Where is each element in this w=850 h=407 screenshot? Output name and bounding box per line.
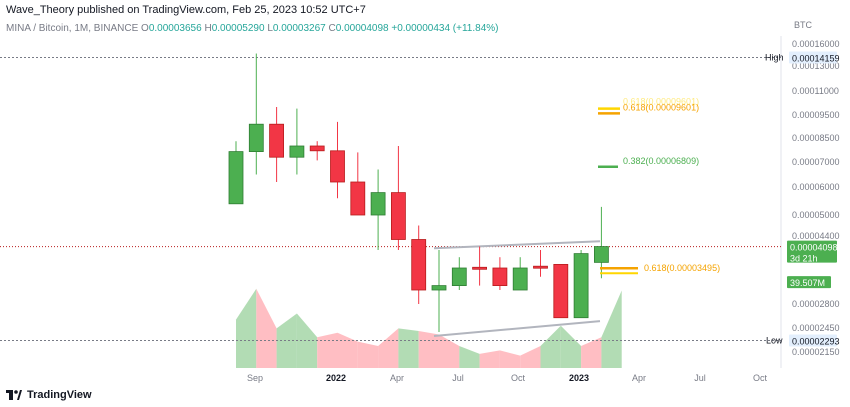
x-tick-label: Jul — [452, 373, 464, 383]
y-tick-label: 0.00007000 — [792, 157, 840, 167]
low-value: 0.00003267 — [272, 23, 326, 34]
y-tick-label: 0.00002800 — [792, 299, 840, 309]
volume-area — [236, 288, 257, 368]
candle[interactable] — [411, 239, 427, 291]
volume-tag-text: 39.507M — [790, 278, 825, 288]
candle[interactable] — [451, 267, 467, 287]
candle[interactable] — [309, 145, 325, 152]
candle[interactable] — [472, 266, 488, 270]
y-tick-label: 0.00008500 — [792, 133, 840, 143]
symbol-name: MINA / Bitcoin, 1M, BINANCE — [6, 23, 139, 34]
x-tick-label: Oct — [511, 373, 526, 383]
candle[interactable] — [370, 192, 386, 216]
x-tick-label: Oct — [753, 373, 768, 383]
candle[interactable] — [269, 123, 285, 158]
y-tick-label: 0.00002450 — [792, 323, 840, 333]
volume-area — [439, 334, 460, 368]
volume-area — [378, 328, 399, 368]
y-tick-label: 0.00016000 — [792, 39, 840, 49]
symbol-legend[interactable]: MINA / Bitcoin, 1M, BINANCE O0.00003656 … — [6, 23, 498, 34]
x-tick-label: 2023 — [569, 373, 589, 383]
brand-label: TradingView — [27, 389, 92, 401]
volume-area — [479, 350, 500, 368]
last-price-tag-text: 3d 21h — [790, 254, 818, 264]
change-value: +0.00000434 (+11.84%) — [391, 23, 499, 34]
candle[interactable] — [533, 265, 548, 269]
volume-area — [540, 325, 561, 368]
fib-level-label: 0.382(0.00006809) — [623, 156, 699, 166]
lower-trendline — [433, 320, 601, 337]
open-label: O — [141, 23, 149, 34]
high-value: 0.00005290 — [211, 23, 265, 34]
candle[interactable] — [594, 246, 609, 263]
volume-area — [459, 346, 480, 368]
y-tick-label: 0.00004400 — [792, 231, 840, 241]
volume-tag[interactable] — [787, 276, 831, 289]
open-value: 0.00003656 — [148, 23, 202, 34]
volume-area — [276, 313, 297, 368]
volume-area — [256, 288, 277, 368]
candle[interactable] — [431, 285, 447, 291]
close-value: 0.00004098 — [335, 23, 389, 34]
volume-area — [357, 341, 379, 368]
volume-area — [560, 325, 582, 368]
candle[interactable] — [553, 263, 569, 319]
close-label: C — [328, 23, 336, 34]
candle[interactable] — [573, 253, 589, 319]
fib-level-label: 0.618(0.00009601) — [623, 102, 699, 112]
volume-area — [499, 350, 521, 368]
tradingview-logo-icon — [6, 390, 22, 400]
volume-area — [317, 332, 338, 368]
x-tick-label: Apr — [632, 373, 646, 383]
y-tick-label: 0.00013000 — [792, 61, 840, 71]
high-price-tag-text: 0.00014159 — [792, 54, 840, 64]
fib-level-label-ghost: 0.618(0.00009601) — [623, 96, 699, 106]
high-price-tag[interactable] — [789, 51, 837, 64]
high-tag-label: High — [765, 53, 784, 63]
volume-area — [337, 332, 358, 368]
x-tick-label: Sep — [247, 373, 263, 383]
y-tick-label: 0.00011000 — [792, 86, 839, 96]
candle[interactable] — [330, 150, 345, 183]
volume-area — [520, 346, 541, 368]
candle[interactable] — [248, 123, 264, 152]
candle[interactable] — [228, 151, 244, 205]
tradingview-brand[interactable]: TradingView — [6, 389, 92, 401]
last-price-tag-text: 0.00004098 — [790, 243, 838, 253]
fib-level-label: 0.618(0.00003495) — [644, 263, 720, 273]
x-tick-label: Apr — [390, 373, 404, 383]
low-price-tag[interactable] — [789, 334, 837, 347]
y-tick-label: 0.00006000 — [792, 182, 840, 192]
low-price-tag-text: 0.00002293 — [792, 337, 840, 347]
volume-area — [601, 290, 622, 368]
volume-area — [398, 328, 419, 368]
upper-trendline — [433, 240, 601, 250]
last-price-tag[interactable] — [787, 240, 837, 263]
candle[interactable] — [512, 267, 528, 291]
high-label: H — [204, 23, 212, 34]
candle[interactable] — [289, 145, 305, 158]
volume-area — [581, 337, 602, 368]
y-tick-label: 0.00002150 — [792, 347, 840, 357]
y-tick-label: 0.00009500 — [792, 110, 840, 120]
low-label: L — [267, 23, 273, 34]
low-tag-label: Low — [766, 336, 783, 346]
volume-area — [296, 313, 318, 368]
x-tick-label: 2022 — [326, 373, 346, 383]
axis-unit: BTC — [794, 20, 812, 30]
y-tick-label: 0.00005000 — [792, 210, 840, 220]
candle[interactable] — [492, 267, 508, 287]
candle[interactable] — [350, 181, 366, 216]
publisher-line: Wave_Theory published on TradingView.com… — [6, 4, 366, 16]
x-tick-label: Jul — [694, 373, 706, 383]
candle[interactable] — [390, 192, 406, 240]
